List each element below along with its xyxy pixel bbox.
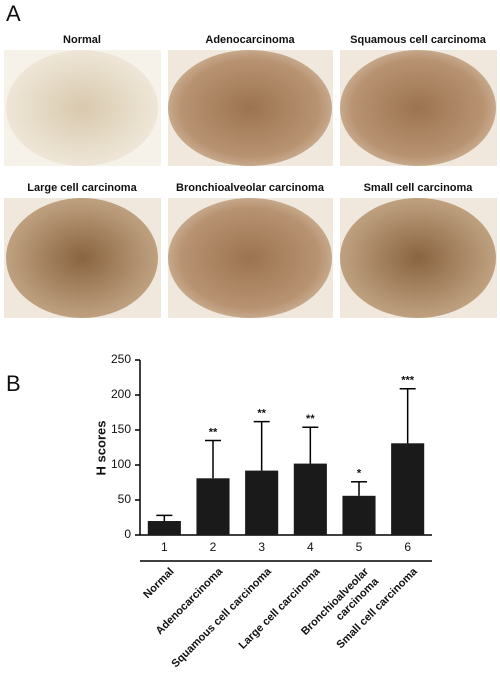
- tissue: [340, 50, 496, 166]
- x-tick-label: 6: [404, 540, 411, 554]
- tissue: [168, 50, 332, 166]
- bar: [293, 463, 327, 535]
- x-tick-label: 3: [258, 540, 265, 554]
- x-tick-label: 5: [356, 540, 363, 554]
- y-axis-label: H scores: [93, 421, 108, 476]
- tissue: [6, 198, 158, 318]
- image-title: Large cell carcinoma: [27, 182, 137, 194]
- bar: [391, 443, 425, 535]
- image-title: Squamous cell carcinoma: [350, 34, 487, 46]
- tissue: [340, 198, 496, 318]
- group-label: Normal: [141, 566, 176, 601]
- panel-label: B: [6, 371, 21, 396]
- y-tick-label: 50: [118, 492, 132, 506]
- group-label: Large cell carcinoma: [237, 565, 323, 651]
- tissue: [6, 50, 158, 166]
- significance: **: [209, 426, 218, 438]
- image-title: Bronchioalveolar carcinoma: [176, 182, 325, 194]
- micrographs: [4, 50, 497, 318]
- y-tick-label: 150: [111, 422, 131, 436]
- x-tick-label: 2: [210, 540, 217, 554]
- x-tick-label: 4: [307, 540, 314, 554]
- image-title: Adenocarcinoma: [205, 34, 295, 46]
- bar: [196, 478, 230, 535]
- significance: **: [257, 408, 266, 420]
- y-tick-label: 250: [111, 352, 131, 366]
- bar: [342, 495, 376, 535]
- panel-label: A: [6, 1, 21, 26]
- bar: [245, 470, 279, 535]
- y-tick-label: 0: [124, 527, 131, 541]
- significance: **: [306, 413, 315, 425]
- group-label: Squamous cell carcinoma: [169, 565, 274, 670]
- tissue: [168, 198, 332, 318]
- significance: *: [357, 468, 362, 480]
- significance: ***: [401, 375, 415, 387]
- image-title: Small cell carcinoma: [364, 182, 474, 194]
- y-tick-label: 200: [111, 387, 131, 401]
- bar: [147, 521, 181, 535]
- x-tick-label: 1: [161, 540, 168, 554]
- y-tick-label: 100: [111, 457, 131, 471]
- image-title: Normal: [63, 34, 101, 46]
